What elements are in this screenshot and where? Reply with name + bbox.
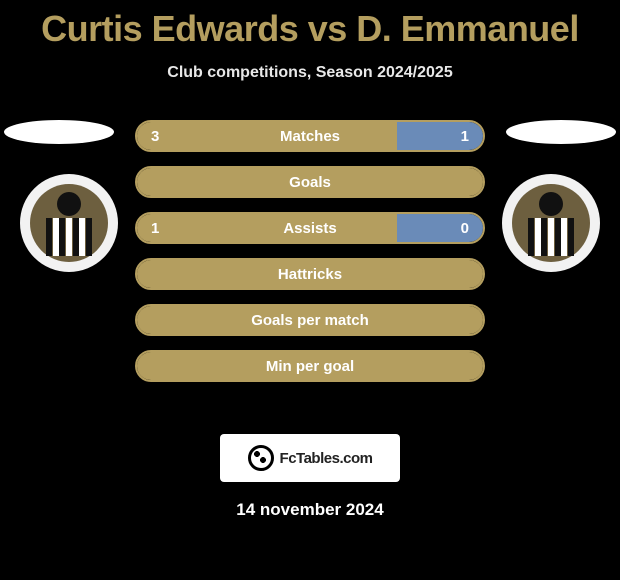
stat-row-matches: 3Matches1 bbox=[135, 120, 485, 152]
right-club-badge bbox=[502, 174, 600, 272]
stat-label: Goals bbox=[137, 174, 483, 191]
comparison-title: Curtis Edwards vs D. Emmanuel bbox=[0, 0, 620, 50]
notts-county-crest-icon bbox=[512, 184, 590, 262]
stat-right-value: 0 bbox=[461, 220, 469, 237]
left-player-column bbox=[0, 120, 118, 272]
stat-row-assists: 1Assists0 bbox=[135, 212, 485, 244]
right-player-photo-placeholder bbox=[506, 120, 616, 144]
right-player-column bbox=[502, 120, 620, 272]
stat-row-goals-per-match: Goals per match bbox=[135, 304, 485, 336]
left-club-badge bbox=[20, 174, 118, 272]
stat-label: Goals per match bbox=[137, 312, 483, 329]
stats-bars: 3Matches1Goals1Assists0HattricksGoals pe… bbox=[135, 120, 485, 382]
stat-label: Hattricks bbox=[137, 266, 483, 283]
stat-label: Matches bbox=[137, 128, 483, 145]
stat-row-min-per-goal: Min per goal bbox=[135, 350, 485, 382]
stat-label: Assists bbox=[137, 220, 483, 237]
stat-row-goals: Goals bbox=[135, 166, 485, 198]
stat-label: Min per goal bbox=[137, 358, 483, 375]
watermark: FcTables.com bbox=[220, 434, 400, 482]
footer-date: 14 november 2024 bbox=[0, 500, 620, 520]
football-icon bbox=[248, 445, 274, 471]
watermark-text: FcTables.com bbox=[280, 450, 373, 467]
notts-county-crest-icon bbox=[30, 184, 108, 262]
left-player-photo-placeholder bbox=[4, 120, 114, 144]
stat-right-value: 1 bbox=[461, 128, 469, 145]
stat-row-hattricks: Hattricks bbox=[135, 258, 485, 290]
comparison-subtitle: Club competitions, Season 2024/2025 bbox=[0, 64, 620, 82]
comparison-body: 3Matches1Goals1Assists0HattricksGoals pe… bbox=[0, 120, 620, 420]
